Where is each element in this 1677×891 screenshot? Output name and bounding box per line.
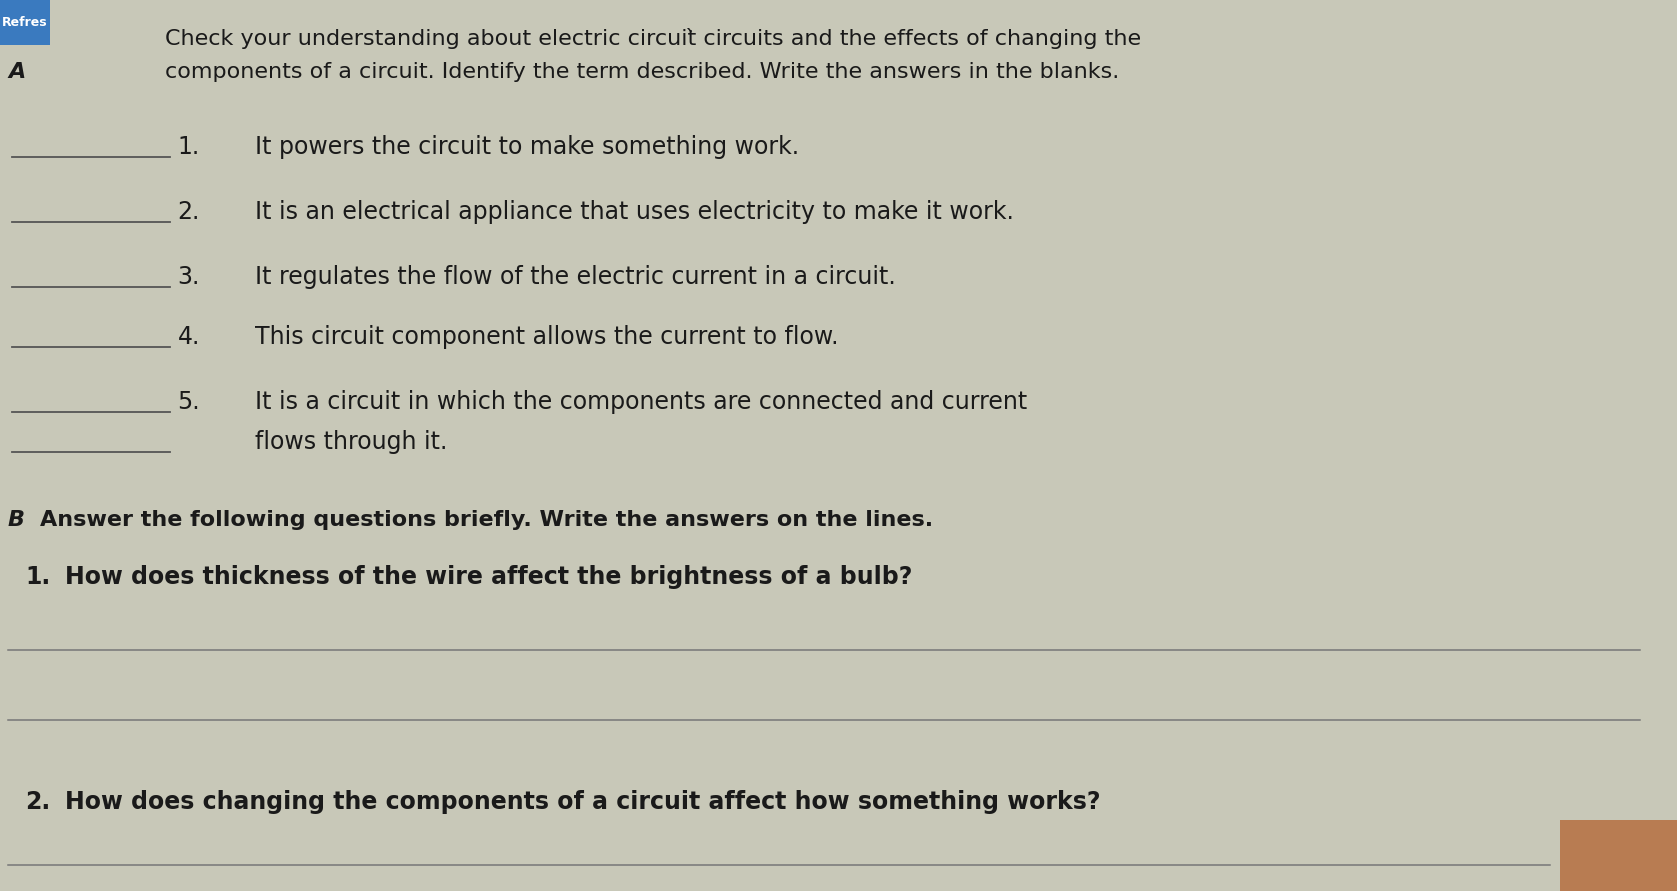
- Text: components of a circuit. Identify the term described. Write the answers in the b: components of a circuit. Identify the te…: [164, 62, 1119, 82]
- Text: It is a circuit in which the components are connected and current: It is a circuit in which the components …: [255, 390, 1028, 414]
- Text: 4.: 4.: [178, 325, 200, 349]
- Text: How does changing the components of a circuit affect how something works?: How does changing the components of a ci…: [65, 790, 1100, 814]
- Text: A: A: [8, 62, 25, 82]
- FancyBboxPatch shape: [1560, 820, 1677, 891]
- Text: This circuit component allows the current to flow.: This circuit component allows the curren…: [255, 325, 838, 349]
- Text: 5.: 5.: [178, 390, 200, 414]
- FancyBboxPatch shape: [0, 0, 50, 45]
- Text: 2.: 2.: [178, 200, 200, 224]
- Text: Answer the following questions briefly. Write the answers on the lines.: Answer the following questions briefly. …: [40, 510, 932, 530]
- Text: 1.: 1.: [178, 135, 200, 159]
- Text: B: B: [8, 510, 25, 530]
- Text: 1.: 1.: [25, 565, 50, 589]
- Text: 2.: 2.: [25, 790, 50, 814]
- Text: It powers the circuit to make something work.: It powers the circuit to make something …: [255, 135, 800, 159]
- Text: Refres: Refres: [2, 16, 49, 29]
- Text: It is an electrical appliance that uses electricity to make it work.: It is an electrical appliance that uses …: [255, 200, 1015, 224]
- Text: It regulates the flow of the electric current in a circuit.: It regulates the flow of the electric cu…: [255, 265, 896, 289]
- Text: How does thickness of the wire affect the brightness of a bulb?: How does thickness of the wire affect th…: [65, 565, 912, 589]
- Text: flows through it.: flows through it.: [255, 430, 448, 454]
- Text: Check your understanding about electric circuit̀ circuits and the effects of cha: Check your understanding about electric …: [164, 28, 1140, 49]
- Text: 3.: 3.: [178, 265, 200, 289]
